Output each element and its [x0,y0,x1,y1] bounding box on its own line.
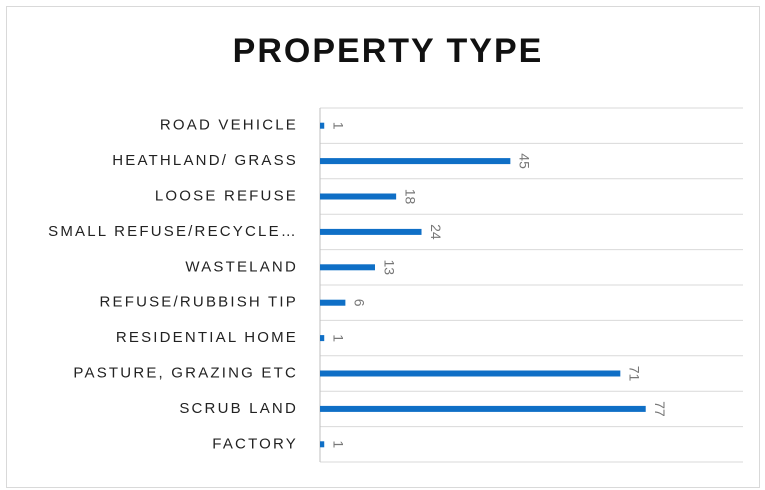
y-tick-label: LOOSE REFUSE [155,187,298,204]
bar [320,405,646,412]
bar [320,335,325,342]
data-label: 6 [352,299,368,307]
bar [320,122,325,129]
data-label: 1 [331,122,347,130]
bar [320,299,346,306]
data-label: 13 [381,260,397,276]
y-tick-label: RESIDENTIAL HOME [116,329,298,346]
bar [320,441,325,448]
y-tick-label: PASTURE, GRAZING ETC [73,364,298,381]
data-label: 24 [428,224,444,240]
data-label: 18 [402,189,418,205]
bar [320,228,422,235]
data-label: 71 [627,366,643,382]
y-tick-label: SMALL REFUSE/RECYCLE… [48,223,298,240]
bar [320,370,621,377]
y-tick-label: WASTELAND [185,258,298,275]
bar [320,264,375,271]
data-label: 1 [331,440,347,448]
y-tick-label: ROAD VEHICLE [160,117,298,134]
bar [320,158,511,165]
bar [320,193,397,200]
data-label: 1 [331,334,347,342]
y-tick-label: FACTORY [212,435,298,452]
chart-title: PROPERTY TYPE [233,32,544,70]
y-tick-label: REFUSE/RUBBISH TIP [99,294,298,311]
data-label: 77 [652,401,668,417]
data-label: 45 [517,153,533,169]
y-tick-label: SCRUB LAND [179,400,298,417]
y-tick-label: HEATHLAND/ GRASS [112,152,298,169]
chart-border [6,6,760,488]
